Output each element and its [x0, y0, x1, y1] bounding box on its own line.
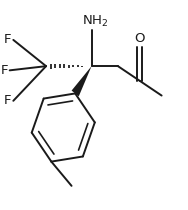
Text: NH$_2$: NH$_2$	[82, 14, 108, 29]
Text: F: F	[4, 33, 11, 46]
Text: F: F	[0, 64, 8, 77]
Text: F: F	[4, 94, 11, 107]
Text: O: O	[135, 32, 145, 45]
Polygon shape	[72, 66, 92, 96]
